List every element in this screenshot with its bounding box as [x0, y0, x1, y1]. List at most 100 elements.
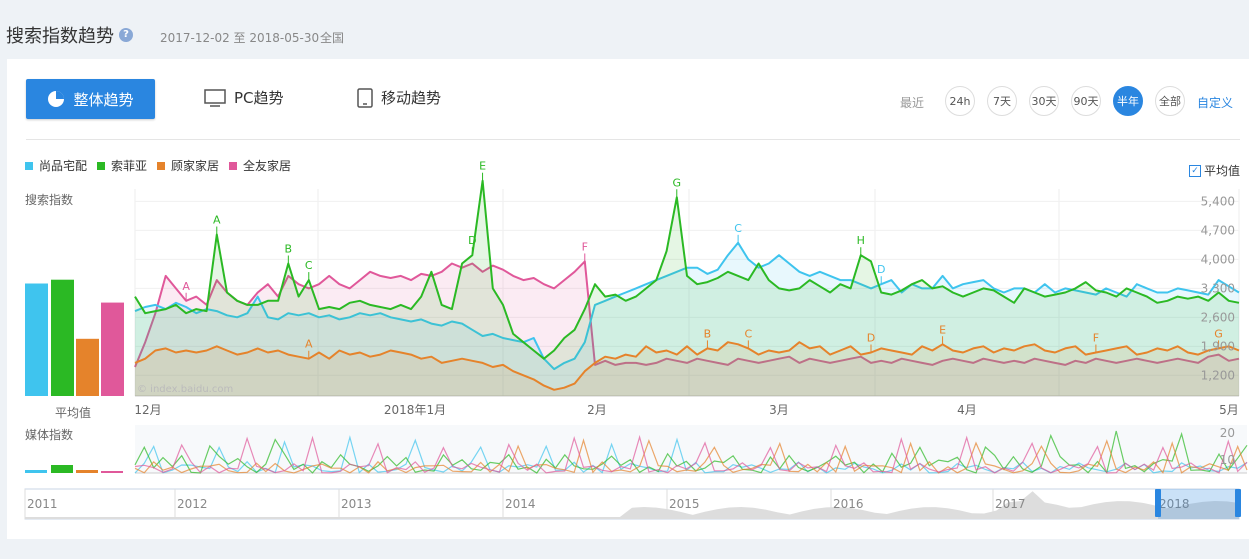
media-y-tick-label: 10: [1220, 453, 1235, 467]
range-year-label: 2014: [505, 497, 536, 511]
annotation-label: A: [182, 280, 190, 293]
annotation-label: A: [213, 214, 221, 227]
series-area: [135, 242, 1239, 396]
y-tick-label: 4,000: [1201, 252, 1235, 266]
pie-chart-icon: [48, 91, 65, 107]
legend-swatch: [157, 161, 166, 170]
media-average-bar: [101, 471, 123, 473]
divider: [26, 139, 1240, 140]
range-year-label: 2016: [833, 497, 864, 511]
legend-label: 全友家居: [243, 159, 292, 173]
annotation-label: D: [867, 332, 875, 345]
range-handle-right: [1235, 489, 1241, 517]
series-area: [135, 180, 1239, 396]
annotation-label: D: [877, 263, 885, 276]
series-line: [134, 241, 1240, 371]
legend-swatch: [229, 161, 238, 170]
recent-label: 最近: [900, 96, 925, 110]
tablet-icon: [357, 87, 373, 108]
media-index-label: 媒体指数: [25, 428, 74, 442]
media-average-bar: [51, 465, 73, 473]
legend-item-kuka[interactable]: 顾家家居: [157, 157, 219, 174]
tab-label: 移动趋势: [381, 89, 442, 107]
annotation-label: C: [305, 259, 313, 272]
annotation-label: C: [734, 222, 742, 235]
media-average-bar: [25, 470, 47, 473]
range-handle-left: [1155, 489, 1161, 517]
media-y-tick-label: 20: [1220, 426, 1235, 440]
annotation-label: B: [704, 327, 712, 340]
legend-item-shangpin[interactable]: 尚品宅配: [25, 157, 87, 174]
range-30d-button[interactable]: 30天: [1029, 86, 1059, 116]
y-tick-label: 2,600: [1201, 310, 1235, 324]
annotation-label: C: [744, 327, 752, 340]
x-tick-label: 3月: [769, 403, 789, 417]
series-line: [134, 260, 1240, 368]
annotation-label: D: [468, 234, 476, 247]
media-average-bar: [76, 470, 98, 473]
range-selection: [1158, 489, 1239, 519]
average-bar: [51, 279, 74, 396]
x-tick-label: 4月: [957, 403, 977, 417]
media-series-line: [134, 438, 1248, 474]
annotation-label: E: [939, 323, 946, 336]
annotation-label: F: [1093, 332, 1099, 345]
series-line: [134, 179, 1240, 360]
annotation-label: H: [857, 234, 865, 247]
range-all-button[interactable]: 全部: [1155, 86, 1185, 116]
average-toggle-label: 平均值: [1204, 164, 1241, 178]
legend-label: 索菲亚: [111, 159, 148, 173]
range-year-label: 2015: [669, 497, 700, 511]
range-overview-area: [25, 491, 1239, 519]
annotation-label: F: [582, 240, 588, 253]
x-tick-label: 2018年1月: [384, 403, 446, 417]
date-range: 2017-12-02 至 2018-05-30: [160, 31, 320, 45]
range-7d-button[interactable]: 7天: [987, 86, 1017, 116]
series-line: [134, 341, 1240, 391]
y-tick-label: 1,900: [1201, 339, 1235, 353]
annotation-label: B: [285, 243, 293, 256]
trend-chart[interactable]: AAABBCCCDDDEEFFGGH5,4004,7004,0003,3002,…: [7, 59, 1249, 539]
region-label: 全国: [320, 31, 345, 45]
range-year-label: 2018: [1159, 497, 1190, 511]
y-tick-label: 4,700: [1201, 223, 1235, 237]
average-label: 平均值: [55, 406, 92, 420]
annotation-label: G: [673, 176, 682, 189]
legend-item-quanu[interactable]: 全友家居: [229, 157, 291, 174]
custom-range-link[interactable]: 自定义: [1197, 96, 1234, 110]
average-bar: [101, 302, 124, 396]
monitor-icon: [204, 88, 226, 107]
x-tick-label: 12月: [134, 403, 161, 417]
range-year-label: 2011: [27, 497, 58, 511]
range-half-year-button[interactable]: 半年: [1113, 86, 1143, 116]
x-tick-label: 2月: [587, 403, 607, 417]
average-bar: [76, 338, 99, 396]
annotation-label: G: [1214, 327, 1223, 340]
x-tick-label: 5月: [1219, 403, 1239, 417]
help-icon[interactable]: ?: [119, 28, 133, 42]
legend-swatch: [25, 161, 33, 170]
annotation-label: A: [305, 338, 313, 351]
average-bar: [25, 283, 48, 396]
y-tick-label: 5,400: [1201, 194, 1235, 208]
page-title: 搜索指数趋势: [6, 26, 114, 47]
page-header: 搜索指数趋势 ? 2017-12-02 至 2018-05-30 全国: [0, 0, 1249, 58]
legend: 尚品宅配 索菲亚 顾家家居 全友家居: [25, 157, 291, 174]
tab-label: 整体趋势: [73, 90, 134, 109]
range-24h-button[interactable]: 24h: [945, 86, 975, 116]
trend-panel: 整体趋势 PC趋势 移动趋势 最近 24h 7天 30天 90天 半年 全部 自…: [7, 59, 1249, 539]
range-year-label: 2013: [341, 497, 372, 511]
y-tick-label: 3,300: [1201, 281, 1235, 295]
tab-pc-trend[interactable]: PC趋势: [204, 87, 284, 108]
average-toggle[interactable]: ✓ 平均值: [1189, 162, 1240, 179]
range-90d-button[interactable]: 90天: [1071, 86, 1101, 116]
checkbox-icon[interactable]: ✓: [1189, 164, 1201, 177]
annotation-label: E: [479, 160, 486, 173]
tab-overall-trend[interactable]: 整体趋势: [26, 79, 155, 119]
tab-label: PC趋势: [234, 89, 284, 107]
series-area: [135, 261, 1239, 396]
tab-mobile-trend[interactable]: 移动趋势: [357, 87, 441, 108]
legend-swatch: [97, 161, 106, 170]
legend-item-sofia[interactable]: 索菲亚: [97, 157, 147, 174]
range-year-label: 2017: [995, 497, 1026, 511]
